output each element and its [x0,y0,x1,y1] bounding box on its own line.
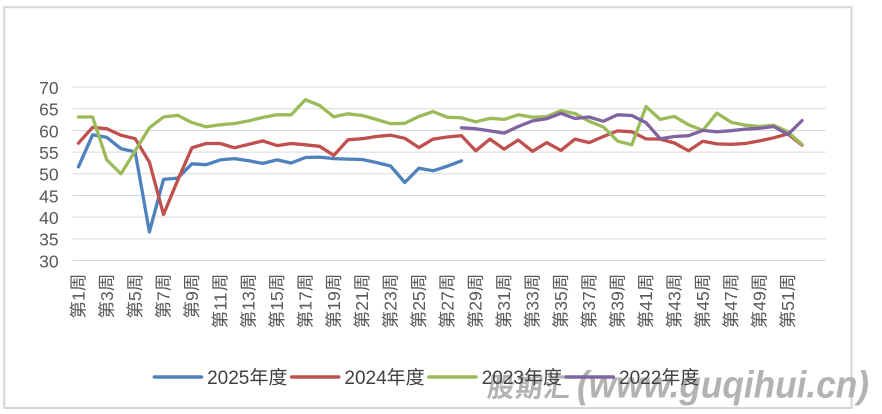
svg-text:35: 35 [39,230,58,250]
svg-text:49: 49 [750,291,770,311]
svg-text:41: 41 [636,291,656,311]
svg-text:50: 50 [39,165,59,185]
svg-text:37: 37 [579,291,599,311]
svg-text:51: 51 [778,291,798,311]
svg-text:27: 27 [437,291,457,311]
svg-text:17: 17 [295,291,315,311]
svg-text:29: 29 [466,291,486,311]
svg-text:13: 13 [239,291,259,311]
svg-text:30: 30 [39,251,59,271]
svg-text:35: 35 [551,291,571,311]
svg-text:2024: 2024 [344,368,387,389]
svg-text:7: 7 [154,291,174,301]
svg-text:65: 65 [39,100,58,120]
svg-text:40: 40 [39,208,59,228]
svg-text:43: 43 [664,291,684,311]
svg-text:45: 45 [39,186,58,206]
svg-text:25: 25 [409,291,429,311]
svg-text:39: 39 [608,291,628,311]
svg-text:70: 70 [39,78,59,98]
svg-text:45: 45 [693,291,713,311]
svg-text:2025: 2025 [207,368,249,389]
svg-text:33: 33 [522,291,542,311]
svg-text:23: 23 [381,291,401,311]
svg-text:19: 19 [324,291,344,311]
svg-text:1: 1 [68,291,88,301]
svg-text:15: 15 [267,291,287,311]
svg-text:2023: 2023 [482,368,524,389]
svg-text:(www.guqihui.cn): (www.guqihui.cn) [577,365,869,407]
svg-text:47: 47 [721,291,741,311]
svg-text:21: 21 [352,291,372,311]
svg-text:60: 60 [39,121,59,141]
svg-text:31: 31 [494,291,514,311]
svg-text:55: 55 [39,143,58,163]
svg-text:5: 5 [125,291,145,301]
svg-text:9: 9 [182,291,202,301]
svg-text:3: 3 [97,291,117,301]
svg-text:11: 11 [210,293,230,311]
svg-text:2022: 2022 [619,368,661,389]
